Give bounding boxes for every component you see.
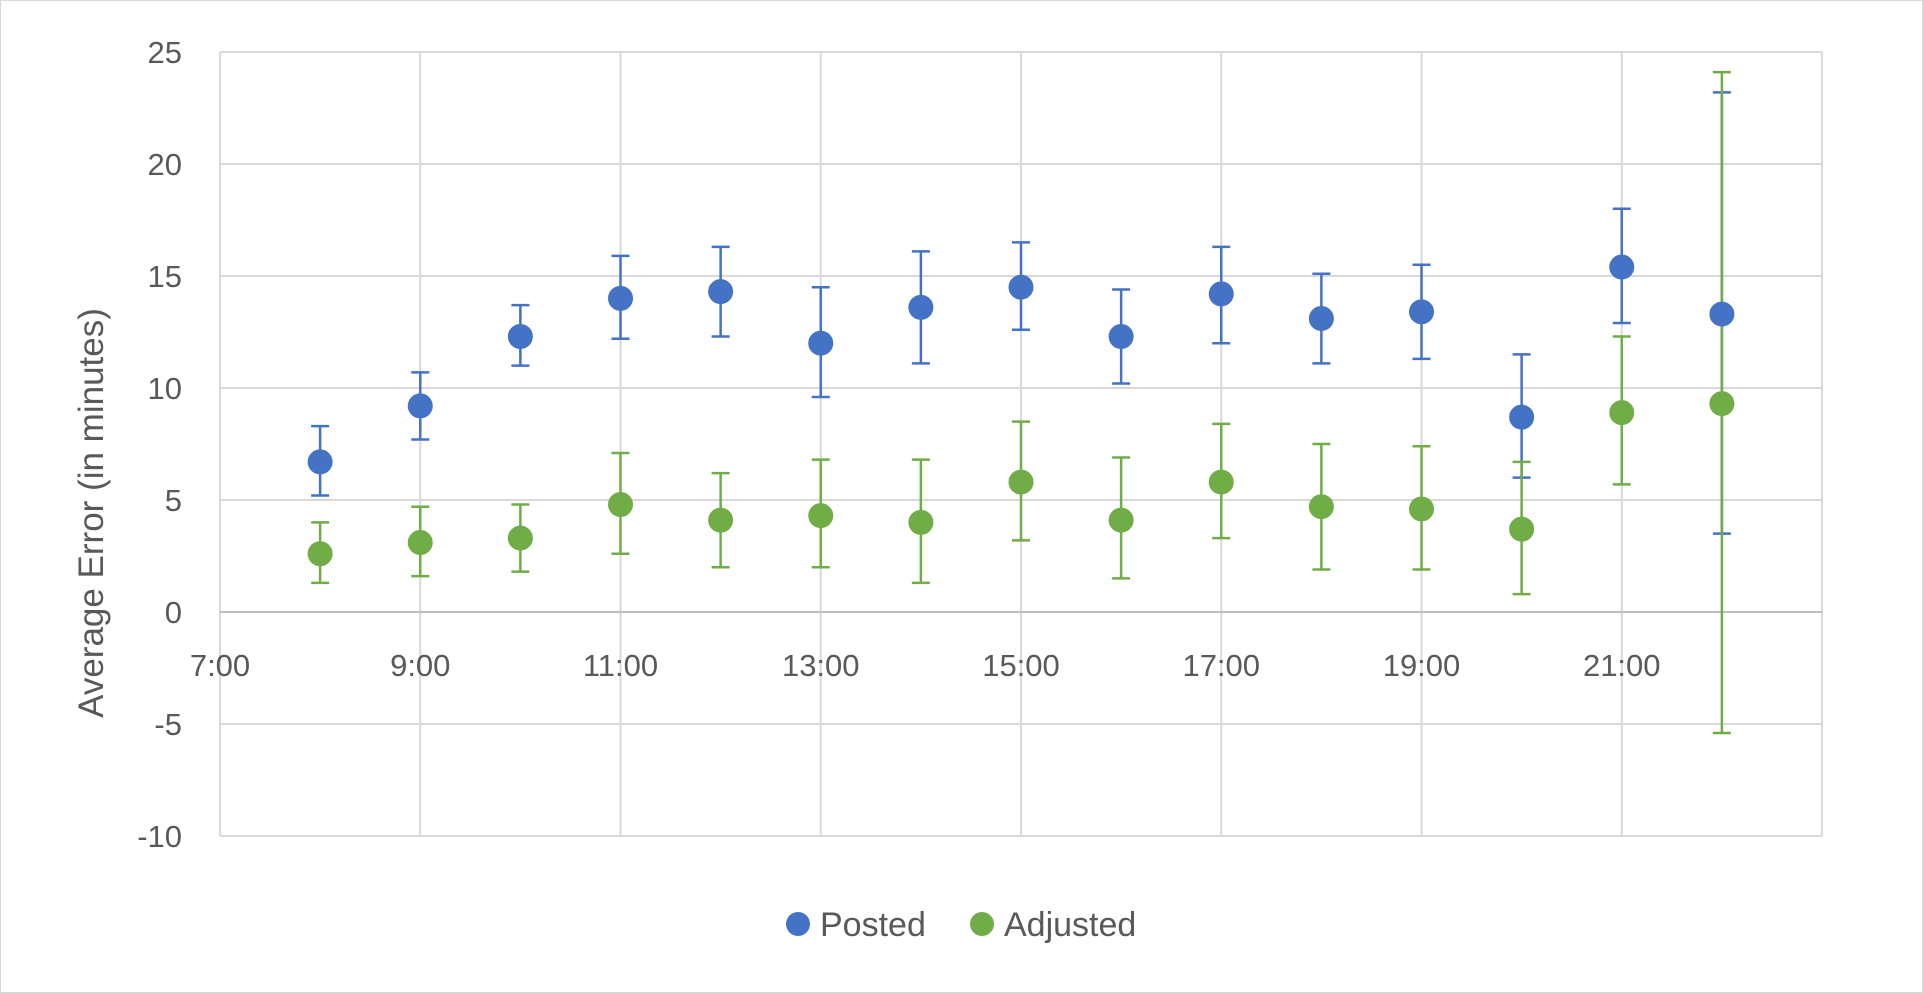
- adjusted-data-point: [1609, 400, 1635, 426]
- adjusted-data-point: [1709, 391, 1735, 417]
- posted-data-point: [507, 323, 533, 349]
- posted-data-point: [608, 285, 633, 311]
- y-tick-labels: 25 20 15 10 5 0 -5 -10: [137, 35, 182, 854]
- adjusted-legend-label: Adjusted: [1004, 906, 1136, 944]
- adjusted-data-point: [307, 541, 333, 567]
- posted-data-point: [808, 330, 834, 356]
- posted-data-point: [1008, 274, 1034, 300]
- adjusted-legend-marker: [970, 912, 994, 936]
- adjusted-data-point: [1308, 494, 1334, 520]
- posted-data-point: [1208, 281, 1234, 307]
- data-points: [307, 254, 1735, 567]
- posted-data-point: [1609, 254, 1635, 280]
- adjusted-data-point: [1509, 516, 1535, 542]
- posted-data-point: [407, 393, 433, 419]
- x-tick-label: 11:00: [583, 648, 658, 683]
- adjusted-data-point: [1008, 469, 1034, 495]
- y-tick-label: -5: [154, 707, 182, 742]
- adjusted-data-point: [1108, 507, 1134, 533]
- horizontal-gridlines: [220, 51, 1822, 837]
- posted-data-point: [708, 279, 734, 305]
- x-tick-label: 21:00: [1583, 648, 1661, 683]
- posted-data-point: [1409, 299, 1434, 325]
- posted-data-point: [908, 294, 934, 320]
- x-tick-label: 15:00: [982, 648, 1060, 683]
- posted-data-point: [1709, 301, 1735, 327]
- adjusted-data-point: [608, 491, 633, 517]
- y-tick-label: -10: [137, 819, 182, 854]
- adjusted-data-point: [708, 507, 734, 533]
- y-axis-title: Average Error (in minutes): [72, 308, 111, 718]
- posted-data-point: [1308, 306, 1334, 332]
- y-tick-label: 5: [165, 483, 182, 518]
- y-tick-label: 0: [165, 595, 182, 630]
- x-tick-label: 7:00: [190, 648, 250, 683]
- posted-data-point: [1509, 404, 1535, 430]
- adjusted-data-point: [407, 530, 433, 556]
- adjusted-data-point: [507, 525, 533, 551]
- adjusted-data-point: [808, 503, 834, 529]
- posted-legend-marker: [786, 912, 810, 936]
- adjusted-data-point: [908, 509, 934, 535]
- x-tick-label: 9:00: [390, 648, 450, 683]
- x-tick-labels: 7:00 9:00 11:00 13:00 15:00 17:00 19:00 21:00: [190, 648, 1661, 683]
- y-tick-label: 10: [148, 371, 182, 406]
- y-tick-label: 20: [148, 147, 182, 182]
- y-tick-label: 25: [148, 35, 182, 70]
- posted-data-point: [307, 449, 333, 475]
- x-tick-label: 13:00: [782, 648, 860, 683]
- adjusted-data-point: [1409, 496, 1434, 522]
- adjusted-data-point: [1208, 469, 1234, 495]
- x-tick-label: 17:00: [1182, 648, 1260, 683]
- x-tick-label: 19:00: [1383, 648, 1461, 683]
- y-tick-label: 15: [148, 259, 182, 294]
- posted-data-point: [1108, 323, 1134, 349]
- posted-legend-label: Posted: [820, 906, 926, 944]
- legend: Posted Adjusted: [786, 906, 1136, 944]
